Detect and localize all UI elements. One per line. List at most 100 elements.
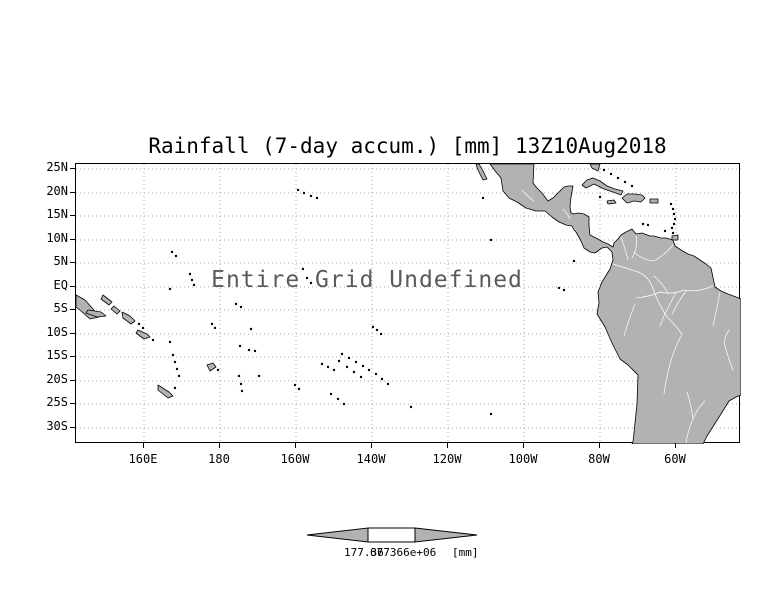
lat-label-5N: 5N [53, 254, 68, 268]
island-dot [379, 332, 383, 336]
lon-label-100W: 100W [508, 452, 538, 466]
island-dot [247, 348, 251, 352]
island-dot [326, 365, 330, 369]
lon-label-60W: 60W [664, 452, 686, 466]
border-line [631, 234, 637, 259]
island-dot [297, 387, 301, 391]
hispaniola-island [621, 193, 646, 204]
colorbar-max-label: 677366e+06 [370, 546, 437, 559]
bougainville-island [110, 305, 121, 315]
guadalcanal-island [135, 329, 151, 340]
small-island-dots [137, 168, 677, 416]
island-dot [347, 356, 351, 360]
island-dot [177, 374, 181, 378]
island-dot [598, 195, 602, 199]
new-ireland-island [100, 294, 113, 306]
colorbar [306, 527, 478, 543]
lon-tick-180 [219, 443, 220, 448]
island-dot [168, 340, 172, 344]
island-dot [173, 386, 177, 390]
lat-tick-30S [70, 427, 75, 428]
border-line [521, 189, 535, 202]
lon-label-180: 180 [208, 452, 230, 466]
river-line [633, 244, 674, 262]
lat-tick-EQ [70, 286, 75, 287]
island-dot [562, 288, 566, 292]
island-dot [137, 322, 141, 326]
new-caledonia-island [157, 384, 174, 399]
island-dot [345, 365, 349, 369]
puerto-rico-island [649, 198, 659, 204]
island-dot [329, 392, 333, 396]
island-dot [380, 377, 384, 381]
island-dot [374, 372, 378, 376]
lat-label-10N: 10N [46, 231, 68, 245]
map-plot-area: Entire Grid Undefined [75, 163, 741, 444]
island-dot [671, 207, 675, 211]
lat-label-5S: 5S [53, 301, 68, 315]
island-dot [302, 191, 306, 195]
island-dot [367, 368, 371, 372]
island-dot [141, 326, 145, 330]
island-dot [672, 222, 676, 226]
island-dot [234, 302, 238, 306]
island-dot [216, 368, 220, 372]
island-dot [340, 352, 344, 356]
island-dot [630, 184, 634, 188]
island-dot [296, 188, 300, 192]
island-dot [641, 222, 645, 226]
lon-label-160W: 160W [280, 452, 310, 466]
plot-title: Rainfall (7-day accum.) [mm] 13Z10Aug201… [148, 134, 667, 158]
island-dot [237, 374, 241, 378]
island-dot [602, 168, 606, 172]
lat-tick-5N [70, 262, 75, 263]
lat-tick-15N [70, 215, 75, 216]
island-dot [669, 202, 673, 206]
island-dot [663, 229, 667, 233]
island-dot [253, 349, 257, 353]
island-dot [170, 250, 174, 254]
island-dot [672, 212, 676, 216]
lon-tick-120W [447, 443, 448, 448]
island-dot [646, 223, 650, 227]
florida-tip-landmass [589, 164, 601, 172]
rivers-and-borders [521, 189, 734, 444]
island-dot [174, 254, 178, 258]
river-line [686, 391, 694, 420]
colorbar-min-label: 177.36 [344, 546, 384, 559]
lat-label-25N: 25N [46, 160, 68, 174]
colorbar-right-arrow [414, 527, 478, 543]
lon-label-160E: 160E [128, 452, 158, 466]
island-dot [192, 283, 196, 287]
island-dot [354, 360, 358, 364]
island-dot [173, 360, 177, 364]
island-dot [336, 397, 340, 401]
island-dot [320, 362, 324, 366]
cuba-island [581, 177, 624, 196]
jamaica-island [606, 199, 617, 205]
island-dot [257, 374, 261, 378]
lon-tick-140W [371, 443, 372, 448]
river-line [712, 291, 721, 327]
river-line [659, 291, 677, 327]
island-dot [616, 176, 620, 180]
border-line [562, 208, 571, 220]
island-dot [213, 326, 217, 330]
island-dot [238, 344, 242, 348]
lon-tick-60W [675, 443, 676, 448]
landmass-americas [475, 164, 741, 444]
island-dot [239, 382, 243, 386]
island-dot [171, 353, 175, 357]
border-line [663, 333, 683, 395]
island-dot [359, 375, 363, 379]
lat-label-25S: 25S [46, 395, 68, 409]
border-line [612, 263, 653, 287]
baja-california-landmass [475, 164, 488, 181]
lon-tick-160W [295, 443, 296, 448]
island-dot [301, 267, 305, 271]
island-dot [309, 281, 313, 285]
island-dot [239, 305, 243, 309]
river-line [635, 285, 714, 299]
island-dot [168, 287, 172, 291]
